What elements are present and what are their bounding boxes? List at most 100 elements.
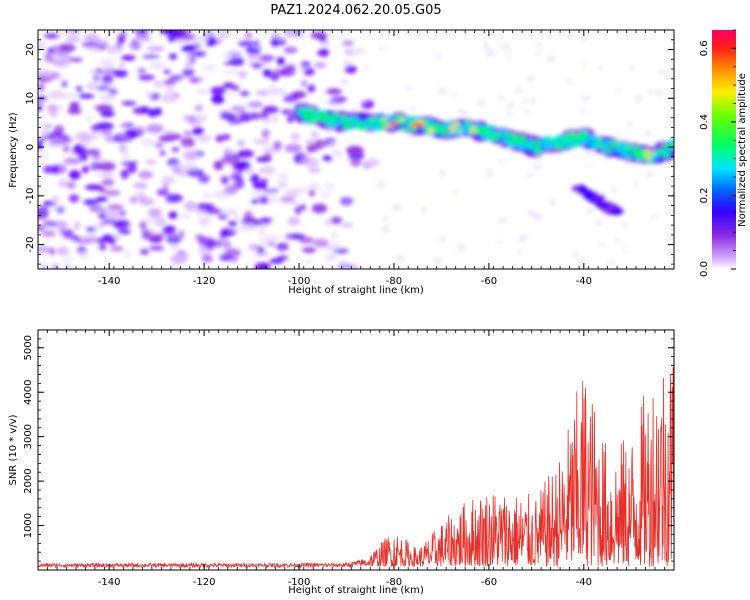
heatmap-cell — [370, 158, 379, 163]
heatmap-cell — [147, 45, 165, 52]
heatmap-cell — [168, 262, 180, 268]
heatmap-cell — [578, 185, 588, 192]
heatmap-cell — [258, 229, 266, 236]
heatmap-cell — [158, 135, 176, 142]
heatmap-cell — [255, 90, 270, 96]
heatmap-cell — [40, 152, 47, 158]
heatmap-cell — [496, 159, 505, 163]
heatmap-cell — [169, 74, 184, 81]
heatmap-cell — [494, 133, 502, 139]
heatmap-cell — [300, 80, 308, 87]
snr-y-label: SNR (10 * v/v) — [8, 414, 19, 485]
heatmap-cell — [264, 234, 282, 240]
heatmap-cell — [476, 100, 486, 107]
heatmap-cell — [58, 178, 68, 189]
heatmap-cell — [475, 128, 483, 134]
heatmap-cell — [77, 93, 95, 99]
heatmap-cell — [407, 119, 417, 125]
heatmap-cell — [506, 53, 511, 60]
heatmap-cell — [119, 210, 126, 217]
heatmap-cell — [362, 65, 369, 69]
heatmap-cell — [108, 88, 118, 96]
heatmap-cell — [38, 141, 43, 150]
heatmap-cell — [169, 242, 180, 252]
heatmap-cell — [183, 130, 193, 136]
heatmap-cell — [645, 171, 654, 178]
heatmap-cell — [270, 37, 278, 47]
heatmap-cell — [381, 217, 389, 221]
heatmap-cell — [616, 143, 623, 147]
heatmap-cell — [250, 173, 260, 184]
heatmap-cell — [296, 109, 304, 113]
heatmap-cell — [599, 202, 610, 209]
heatmap-cell — [270, 32, 282, 39]
heatmap-cell — [496, 36, 502, 41]
heatmap-cell — [179, 162, 198, 171]
heatmap-cell — [586, 163, 592, 168]
heatmap-cell — [308, 189, 316, 197]
heatmap-cell — [277, 255, 289, 260]
heatmap-cell — [271, 116, 279, 121]
heatmap-cell — [183, 150, 199, 161]
heatmap-cell — [581, 64, 587, 69]
heatmap-cell — [584, 151, 594, 155]
heatmap-cell — [85, 184, 103, 191]
heatmap-cell — [544, 137, 553, 142]
heatmap-cell — [68, 57, 84, 63]
heatmap-cell — [353, 123, 360, 129]
heatmap-cell — [427, 125, 436, 129]
heatmap-cell — [540, 143, 550, 149]
heatmap-cell — [61, 80, 68, 88]
heatmap-cell — [251, 63, 263, 68]
heatmap-cell — [144, 91, 152, 97]
heatmap-cell — [145, 123, 164, 134]
heatmap-cell — [632, 182, 640, 187]
heatmap-cell — [110, 246, 125, 251]
heatmap-cell — [246, 53, 264, 60]
heatmap-cell — [588, 199, 599, 204]
heatmap-cell — [565, 133, 575, 138]
heatmap-cell — [69, 101, 80, 111]
heatmap-cell — [484, 44, 489, 50]
heatmap-cell — [655, 90, 664, 96]
heatmap-cell — [283, 64, 297, 72]
heatmap-cell — [140, 249, 150, 255]
heatmap-cell — [184, 62, 195, 67]
heatmap-cell — [565, 79, 573, 84]
heatmap-cell — [258, 219, 271, 224]
heatmap-cell — [38, 70, 53, 78]
heatmap-cell — [312, 238, 329, 248]
heatmap-cell — [140, 137, 155, 147]
heatmap-cell — [258, 166, 277, 175]
spectrogram-y-label: Frequency (Hz) — [8, 112, 19, 188]
heatmap-cell — [38, 83, 45, 92]
heatmap-cell — [302, 109, 311, 114]
colorbar-label: Normalized spectral amplitude — [737, 73, 748, 227]
heatmap-cell — [98, 188, 107, 193]
heatmap-cell — [63, 91, 78, 100]
heatmap-cell — [117, 134, 129, 141]
heatmap-cell — [571, 251, 580, 257]
heatmap-cell — [163, 79, 177, 85]
heatmap-cell — [252, 182, 267, 190]
heatmap-cell — [340, 119, 346, 124]
heatmap-cell — [306, 144, 314, 154]
heatmap-cell — [153, 143, 164, 148]
heatmap-cell — [449, 127, 455, 131]
heatmap-cell — [253, 139, 270, 145]
heatmap-cell — [112, 219, 125, 230]
heatmap-cell — [228, 56, 245, 66]
heatmap-cell — [349, 48, 367, 54]
heatmap-cell — [408, 126, 418, 132]
heatmap-cell — [437, 128, 444, 134]
heatmap-cell — [96, 196, 108, 202]
heatmap-cell — [236, 161, 251, 168]
heatmap-cell — [552, 265, 559, 269]
heatmap-cell — [340, 78, 349, 86]
heatmap-cell — [308, 181, 321, 192]
heatmap-cell — [149, 92, 161, 101]
heatmap-cell — [65, 59, 72, 68]
heatmap-cell — [91, 153, 101, 160]
heatmap-cell — [71, 235, 82, 242]
heatmap-cell — [48, 90, 66, 100]
